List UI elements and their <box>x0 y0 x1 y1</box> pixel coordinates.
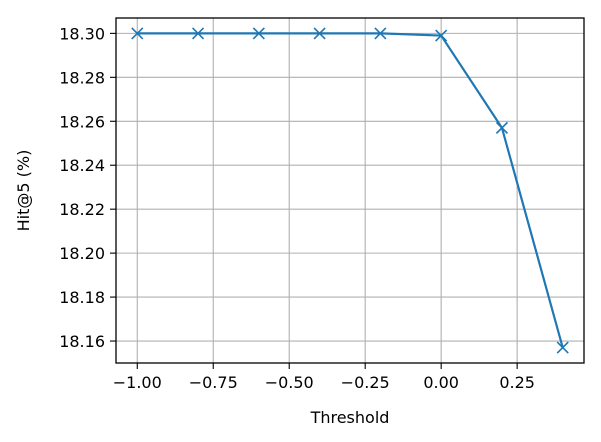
data-point-marker <box>191 27 205 40</box>
grid <box>116 18 584 363</box>
x-axis-ticks: −1.00 −0.75 −0.50 −0.25 0.00 0.25 <box>113 363 535 392</box>
x-tick-label: −1.00 <box>113 373 162 392</box>
x-tick-label: −0.50 <box>265 373 314 392</box>
series-line <box>137 32 564 348</box>
data-point-marker <box>131 27 144 40</box>
data-point-marker <box>252 27 265 40</box>
y-tick-label: 18.18 <box>59 288 105 307</box>
data-point-marker <box>374 27 387 40</box>
y-tick-label: 18.30 <box>59 24 105 43</box>
x-tick-label: 0.00 <box>423 373 459 392</box>
x-tick-label: −0.75 <box>189 373 238 392</box>
y-axis-ticks: 18.16 18.18 18.20 18.22 18.24 18.26 18.28 18.30 <box>59 24 116 351</box>
x-axis-label: Threshold <box>310 408 390 427</box>
y-tick-label: 18.28 <box>59 68 105 87</box>
y-tick-label: 18.20 <box>59 244 105 263</box>
y-tick-label: 18.22 <box>59 200 105 219</box>
x-tick-label: 0.25 <box>499 373 535 392</box>
x-tick-label: −0.25 <box>341 373 390 392</box>
data-point-marker <box>435 29 448 42</box>
y-axis-label: Hit@5 (%) <box>14 150 33 232</box>
series-layer <box>131 27 569 354</box>
y-tick-label: 18.26 <box>59 112 105 131</box>
data-point-marker <box>313 27 326 40</box>
plot-frame <box>115 17 585 364</box>
data-point-marker <box>495 121 509 134</box>
y-tick-label: 18.24 <box>59 156 105 175</box>
data-point-marker <box>556 341 569 354</box>
y-tick-label: 18.16 <box>59 332 105 351</box>
